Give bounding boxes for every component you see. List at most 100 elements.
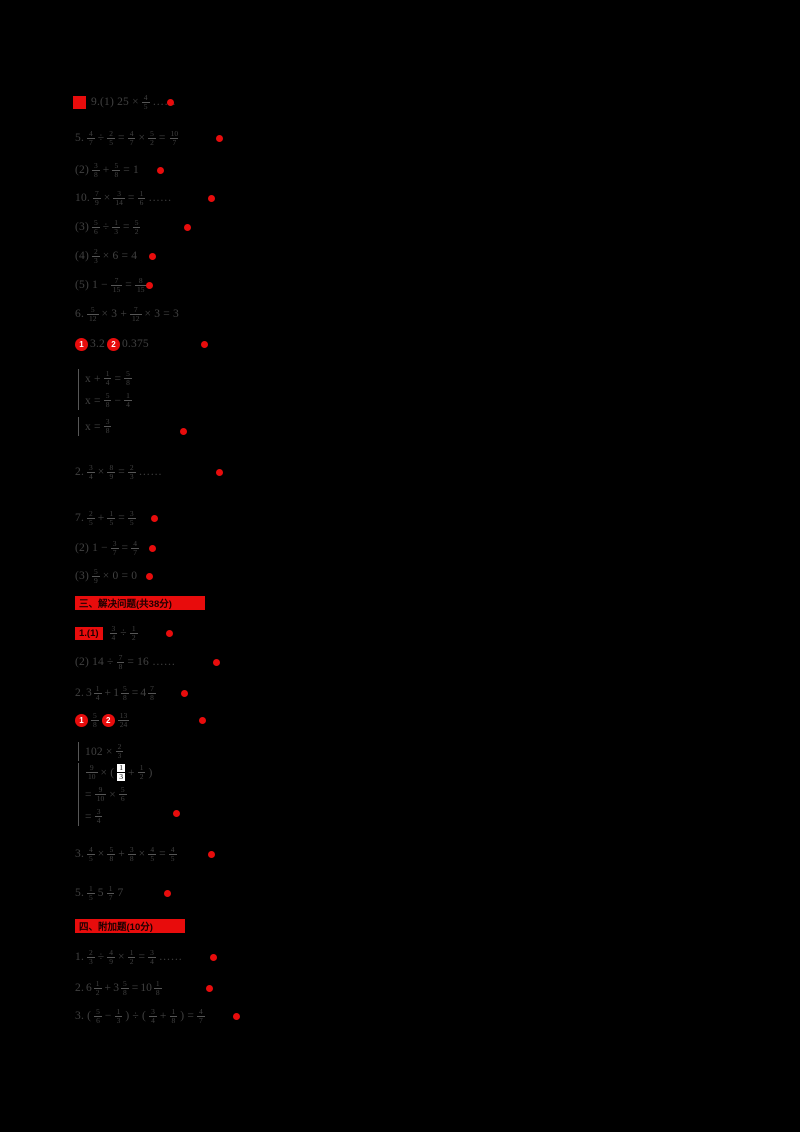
math-text: (2) 14 ÷ <box>75 656 114 668</box>
red-dot-marker <box>208 851 215 858</box>
solution-row: = 9 10 × 5 6 <box>85 785 153 804</box>
math-line: 5. 1 5 5 1 7 7 <box>75 884 123 902</box>
circled-number-marker: 1 <box>75 713 88 727</box>
fraction-denominator: 8 <box>91 719 99 729</box>
fraction-denominator: 3 <box>127 471 136 481</box>
fraction-denominator: 8 <box>124 378 132 387</box>
math-text: (3) <box>75 221 90 233</box>
fraction-denominator: 5 <box>87 892 95 902</box>
worked-solution-block: x = 3 8 <box>78 417 112 436</box>
fraction-denominator: 6 <box>118 794 127 803</box>
fraction-denominator: 7 <box>127 137 136 147</box>
fraction-numerator: 8 <box>138 275 143 285</box>
fraction-numerator: 5 <box>105 391 110 401</box>
fraction-numerator: 5 <box>122 683 127 693</box>
fraction-denominator: 24 <box>117 719 130 729</box>
math-text: 5. <box>75 887 85 899</box>
fraction-numerator: 1 <box>129 947 134 957</box>
fraction-denominator: 8 <box>120 987 129 997</box>
fraction-numerator: 5 <box>134 217 139 227</box>
math-text: …… <box>148 192 172 204</box>
math-text: ÷ <box>97 132 105 144</box>
fraction-denominator: 14 <box>113 197 125 207</box>
math-text: (2) 1 − <box>75 542 108 554</box>
fraction-numerator: 5 <box>94 566 98 576</box>
math-line: 2. 3 4 × 8 9 = 2 3…… <box>75 463 162 481</box>
fraction-numerator: 1 <box>131 623 136 633</box>
math-line: (2) 3 8 +5 8 = 1 <box>75 161 139 179</box>
math-line: 10. 7 9 × 3 14 = 1 6…… <box>75 189 172 207</box>
fraction-denominator: 3 <box>115 751 124 760</box>
fraction-denominator: 8 <box>92 169 100 179</box>
fraction-denominator: 8 <box>103 400 112 409</box>
solution-row: x = 5 8−1 4 <box>85 391 133 410</box>
fraction: 9 10 <box>86 764 98 781</box>
red-dot-marker <box>173 810 180 817</box>
red-dot-marker <box>199 717 206 724</box>
math-text: × <box>118 951 125 963</box>
math-text: 5. <box>75 132 85 144</box>
mixed-number-whole: 3 <box>113 982 119 994</box>
fraction-denominator: 8 <box>107 853 116 863</box>
fraction-denominator: 5 <box>141 101 150 111</box>
red-dot-marker <box>166 630 173 637</box>
math-text: (4) <box>75 250 90 262</box>
fraction-numerator: 4 <box>89 844 93 854</box>
fraction-numerator: 9 <box>89 763 94 773</box>
fraction-denominator: 8 <box>116 661 125 671</box>
solution-row: 9 10 × (1 3 +1 2) <box>85 763 153 782</box>
math-text: ) ÷ ( <box>125 1010 147 1022</box>
red-dot-marker <box>184 224 191 231</box>
math-text: + <box>97 512 105 524</box>
fraction-denominator: 2 <box>129 632 138 642</box>
fraction-numerator: 1 <box>119 763 124 773</box>
math-line: 7. 2 5 +1 5 = 3 5 <box>75 509 137 527</box>
math-text: x = <box>85 394 101 407</box>
math-line: 2. 6 1 2 +3 5 8 = 10 1 8 <box>75 979 163 997</box>
fraction-denominator: 4 <box>94 816 103 825</box>
fraction-numerator: 4 <box>170 844 175 854</box>
fraction-numerator: 5 <box>126 369 130 379</box>
math-line: 6. 5 12 × 3 +7 12 × 3 = 3 <box>75 305 179 323</box>
math-text: = <box>158 132 166 144</box>
math-text: + <box>159 1010 167 1022</box>
math-text: 5 <box>97 887 104 899</box>
fraction-numerator: 1 <box>95 683 100 693</box>
fraction-numerator: 3 <box>96 807 101 817</box>
math-text: 102 × <box>85 745 113 758</box>
fraction-denominator: 8 <box>127 853 136 863</box>
math-text: × <box>103 192 111 204</box>
fraction-numerator: 2 <box>89 947 93 957</box>
red-dot-marker <box>213 659 220 666</box>
math-text: = 16 …… <box>127 656 176 668</box>
fraction-denominator: 8 <box>120 692 129 702</box>
fraction-denominator: 12 <box>130 313 142 323</box>
circled-number-marker: 1 <box>75 337 88 351</box>
fraction-denominator: 10 <box>86 772 98 781</box>
fraction-numerator: 3 <box>117 188 122 198</box>
fraction-denominator: 7 <box>197 1015 205 1025</box>
fraction-numerator: 1 <box>108 883 113 893</box>
